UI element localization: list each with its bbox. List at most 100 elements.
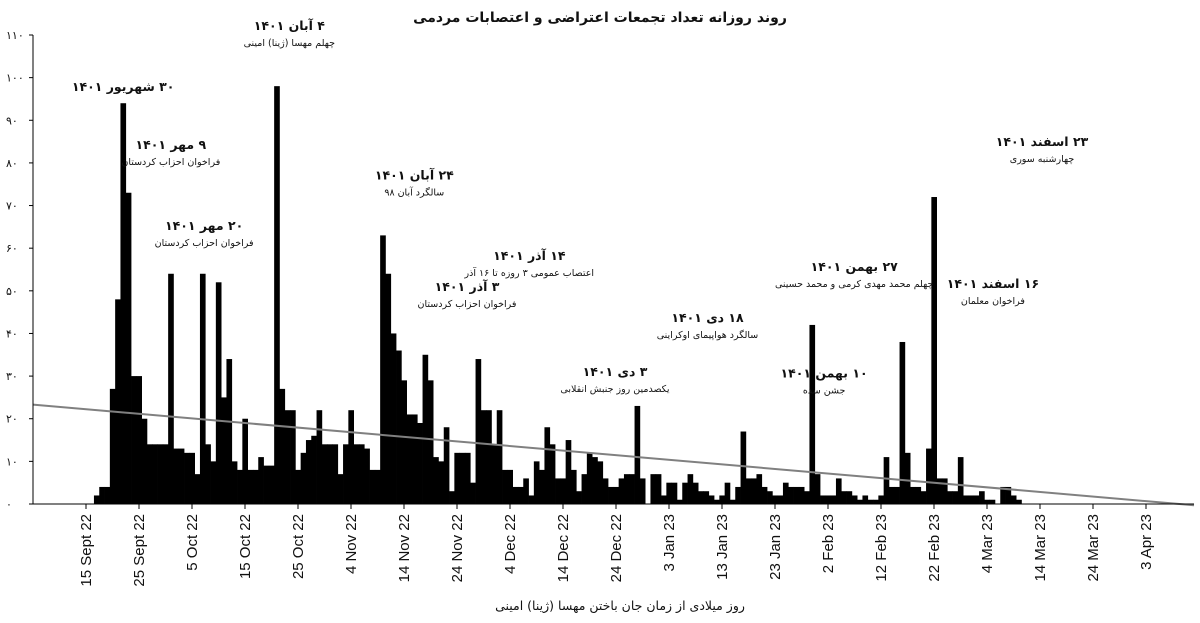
bar [422, 354, 429, 504]
bar [237, 469, 243, 504]
bar [692, 482, 699, 504]
bar [586, 452, 593, 504]
bar [963, 495, 969, 504]
bar [295, 469, 301, 504]
bar [719, 495, 725, 504]
bar [125, 192, 132, 504]
bar [682, 482, 688, 504]
bar [411, 414, 418, 504]
bar [279, 388, 286, 504]
annotation-subtitle: فراخوان احزاب کردستان [121, 157, 220, 168]
bar [401, 380, 407, 504]
x-tick-label: 4 Nov 22 [343, 514, 360, 574]
bar [152, 444, 158, 504]
bar [321, 444, 328, 504]
bar [777, 495, 784, 504]
bar [115, 299, 121, 504]
annotation-title: ۳ دی ۱۴۰۱ [583, 364, 648, 379]
bar [427, 380, 434, 504]
bar [661, 495, 667, 504]
bar [957, 457, 964, 504]
annotation-subtitle: چهلم محمد مهدی کرمی و محمد حسینی [775, 279, 934, 290]
x-tick-label: 4 Dec 22 [502, 514, 519, 574]
bar [109, 388, 116, 504]
bar [878, 495, 884, 504]
annotations-layer: ۳۰ شهریور ۱۴۰۱ ۹ مهر ۱۴۰۱ فراخوان احزاب کر… [72, 18, 1089, 396]
bar [512, 486, 519, 504]
x-tick-label: 14 Nov 22 [396, 514, 413, 582]
bar [841, 491, 847, 504]
bar [390, 333, 397, 504]
bar [915, 486, 922, 504]
bar [205, 444, 211, 504]
bar [417, 422, 423, 504]
bar [655, 474, 662, 504]
x-tick-label: 24 Nov 22 [449, 514, 466, 582]
bar [385, 273, 392, 504]
bar [459, 452, 466, 504]
trend-layer [32, 403, 1195, 507]
bar [1010, 495, 1017, 504]
bar [570, 469, 577, 504]
bar [178, 448, 185, 504]
bar [380, 235, 386, 504]
bar [867, 499, 874, 504]
bars-layer [93, 86, 1022, 504]
y-tick-label: ۹۰ [6, 114, 18, 127]
bar [703, 491, 710, 504]
bar [496, 410, 503, 504]
bar [984, 499, 990, 504]
bar [761, 486, 768, 504]
bar [454, 452, 460, 504]
bar [517, 486, 524, 504]
bar [327, 444, 333, 504]
bar [920, 491, 927, 504]
bar [740, 431, 747, 504]
bar [507, 469, 513, 504]
bar [814, 474, 821, 504]
x-tick-label: 5 Oct 22 [184, 514, 201, 571]
bar [300, 452, 307, 504]
bar [353, 444, 360, 504]
bar [941, 478, 948, 504]
bar [136, 376, 142, 504]
y-tick-label: ۶۰ [6, 242, 18, 255]
bar [93, 495, 100, 504]
annotation-subtitle: فراخوان معلمان [961, 296, 1025, 307]
bar [772, 495, 778, 504]
bar [258, 457, 264, 504]
annotation-title: ۳۰ شهریور ۱۴۰۱ [72, 79, 175, 94]
bar [502, 469, 508, 504]
x-tick-label: 15 Oct 22 [237, 514, 254, 579]
annotation-title: ۲۳ اسفند ۱۴۰۱ [996, 134, 1089, 149]
bar [406, 414, 413, 504]
x-tick-label: 23 Jan 23 [767, 514, 784, 580]
bar [629, 474, 635, 504]
bar [1005, 486, 1012, 504]
bar [639, 478, 646, 504]
bar [565, 440, 572, 504]
bar [99, 486, 105, 504]
annotation-title: ۱۰ بهمن ۱۴۰۱ [781, 366, 868, 381]
bar [305, 440, 312, 504]
bar [560, 478, 566, 504]
bar [830, 495, 837, 504]
x-tick-label: 2 Feb 23 [820, 514, 837, 573]
bar [173, 448, 180, 504]
bar [104, 486, 111, 504]
bar [979, 491, 985, 504]
bar [862, 495, 869, 504]
bar [687, 474, 694, 504]
bar [491, 444, 498, 504]
bar [168, 273, 174, 504]
annotation-title: ۲۰ مهر ۱۴۰۱ [165, 218, 243, 233]
bar [676, 499, 683, 504]
bar [433, 457, 439, 504]
bar [735, 486, 741, 504]
bar [634, 405, 641, 504]
x-tick-label: 14 Mar 23 [1032, 514, 1049, 582]
bar [364, 448, 370, 504]
bar [851, 495, 858, 504]
